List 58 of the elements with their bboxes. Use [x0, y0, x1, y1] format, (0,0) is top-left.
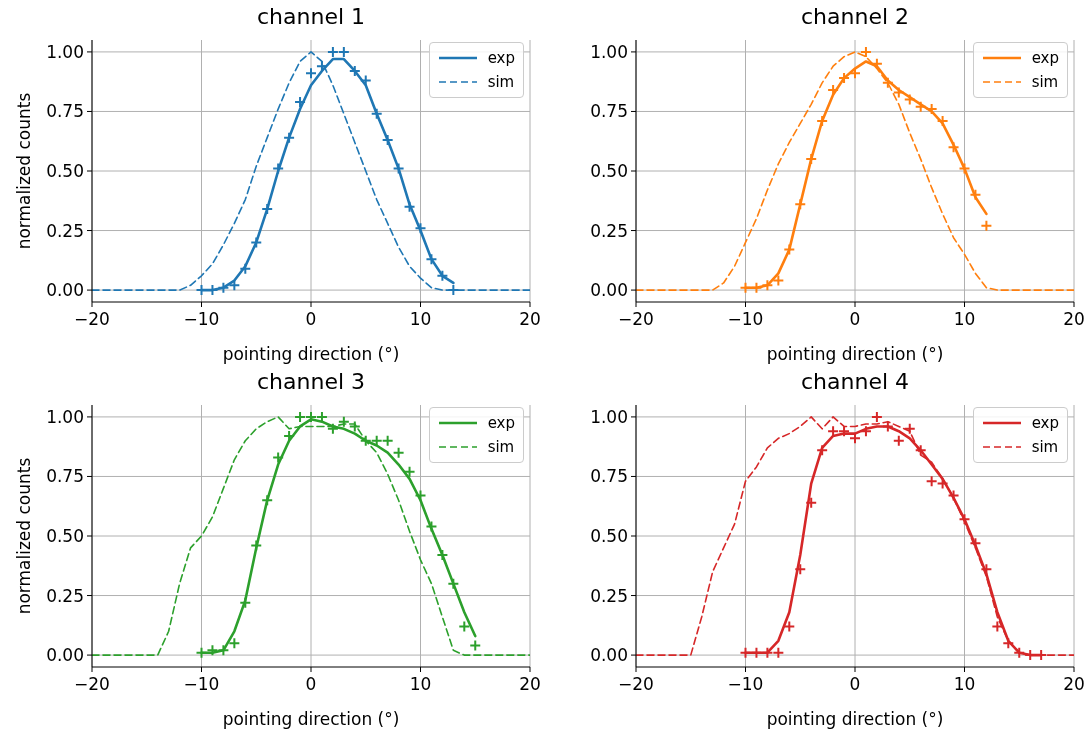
y-tick-label: 0.25 — [590, 220, 628, 241]
x-tick-label: −10 — [727, 309, 764, 329]
x-axis-title: pointing direction (°) — [766, 708, 944, 729]
y-tick-label: 0.00 — [46, 280, 84, 301]
y-tick-label: 0.00 — [46, 644, 84, 665]
y-tick-label: 1.00 — [590, 406, 628, 427]
y-tick-label: 1.00 — [46, 406, 84, 427]
legend-label: exp — [487, 413, 515, 432]
y-tick-label: 0.75 — [46, 101, 84, 122]
legend-label: sim — [487, 437, 515, 456]
x-tick-label: 10 — [953, 309, 976, 329]
y-axis-title: normalized counts — [14, 457, 35, 614]
y-tick-label: 1.00 — [590, 41, 628, 62]
y-tick-label: 0.50 — [590, 525, 628, 546]
y-tick-label: 0.50 — [46, 161, 84, 181]
x-tick-label: −20 — [618, 309, 654, 329]
x-tick-label: 0 — [305, 309, 317, 329]
y-tick-label: 0.75 — [46, 465, 84, 486]
chart-title: channel 2 — [800, 4, 910, 29]
x-tick-label: −20 — [74, 309, 110, 329]
x-tick-label: −20 — [618, 673, 654, 694]
y-axis-title: normalized counts — [14, 92, 35, 250]
x-tick-label: 20 — [1063, 673, 1085, 694]
y-tick-label: 0.00 — [590, 280, 628, 301]
x-tick-label: 0 — [305, 673, 317, 694]
x-axis-title: pointing direction (°) — [766, 344, 944, 364]
x-tick-label: 0 — [849, 309, 861, 329]
y-tick-label: 0.75 — [590, 465, 628, 486]
x-tick-label: 20 — [519, 673, 541, 694]
legend-label: exp — [1031, 49, 1059, 67]
x-tick-label: −10 — [183, 309, 220, 329]
legend-label: exp — [487, 49, 515, 67]
y-tick-label: 0.50 — [590, 161, 628, 181]
y-tick-label: 0.50 — [46, 525, 84, 546]
x-axis-title: pointing direction (°) — [222, 708, 400, 729]
x-tick-label: −20 — [74, 673, 110, 694]
x-tick-label: −10 — [183, 673, 220, 694]
y-tick-label: 0.25 — [590, 585, 628, 606]
chart-title: channel 1 — [256, 4, 366, 29]
legend-label: sim — [1031, 437, 1059, 456]
y-tick-label: 0.75 — [590, 101, 628, 122]
chart-title: channel 4 — [800, 368, 910, 394]
legend-label: sim — [1031, 73, 1059, 91]
y-tick-label: 1.00 — [46, 41, 84, 62]
y-tick-label: 0.00 — [590, 644, 628, 665]
x-tick-label: −10 — [727, 673, 764, 694]
x-tick-label: 20 — [519, 309, 541, 329]
chart-title: channel 3 — [256, 368, 366, 394]
x-tick-label: 10 — [409, 309, 432, 329]
x-tick-label: 10 — [953, 673, 976, 694]
y-tick-label: 0.25 — [46, 585, 84, 606]
x-tick-label: 10 — [409, 673, 432, 694]
x-axis-title: pointing direction (°) — [222, 344, 400, 364]
y-tick-label: 0.25 — [46, 220, 84, 241]
x-tick-label: 0 — [849, 673, 861, 694]
x-tick-label: 20 — [1063, 309, 1085, 329]
legend-label: sim — [487, 73, 515, 91]
legend-label: exp — [1031, 413, 1059, 432]
